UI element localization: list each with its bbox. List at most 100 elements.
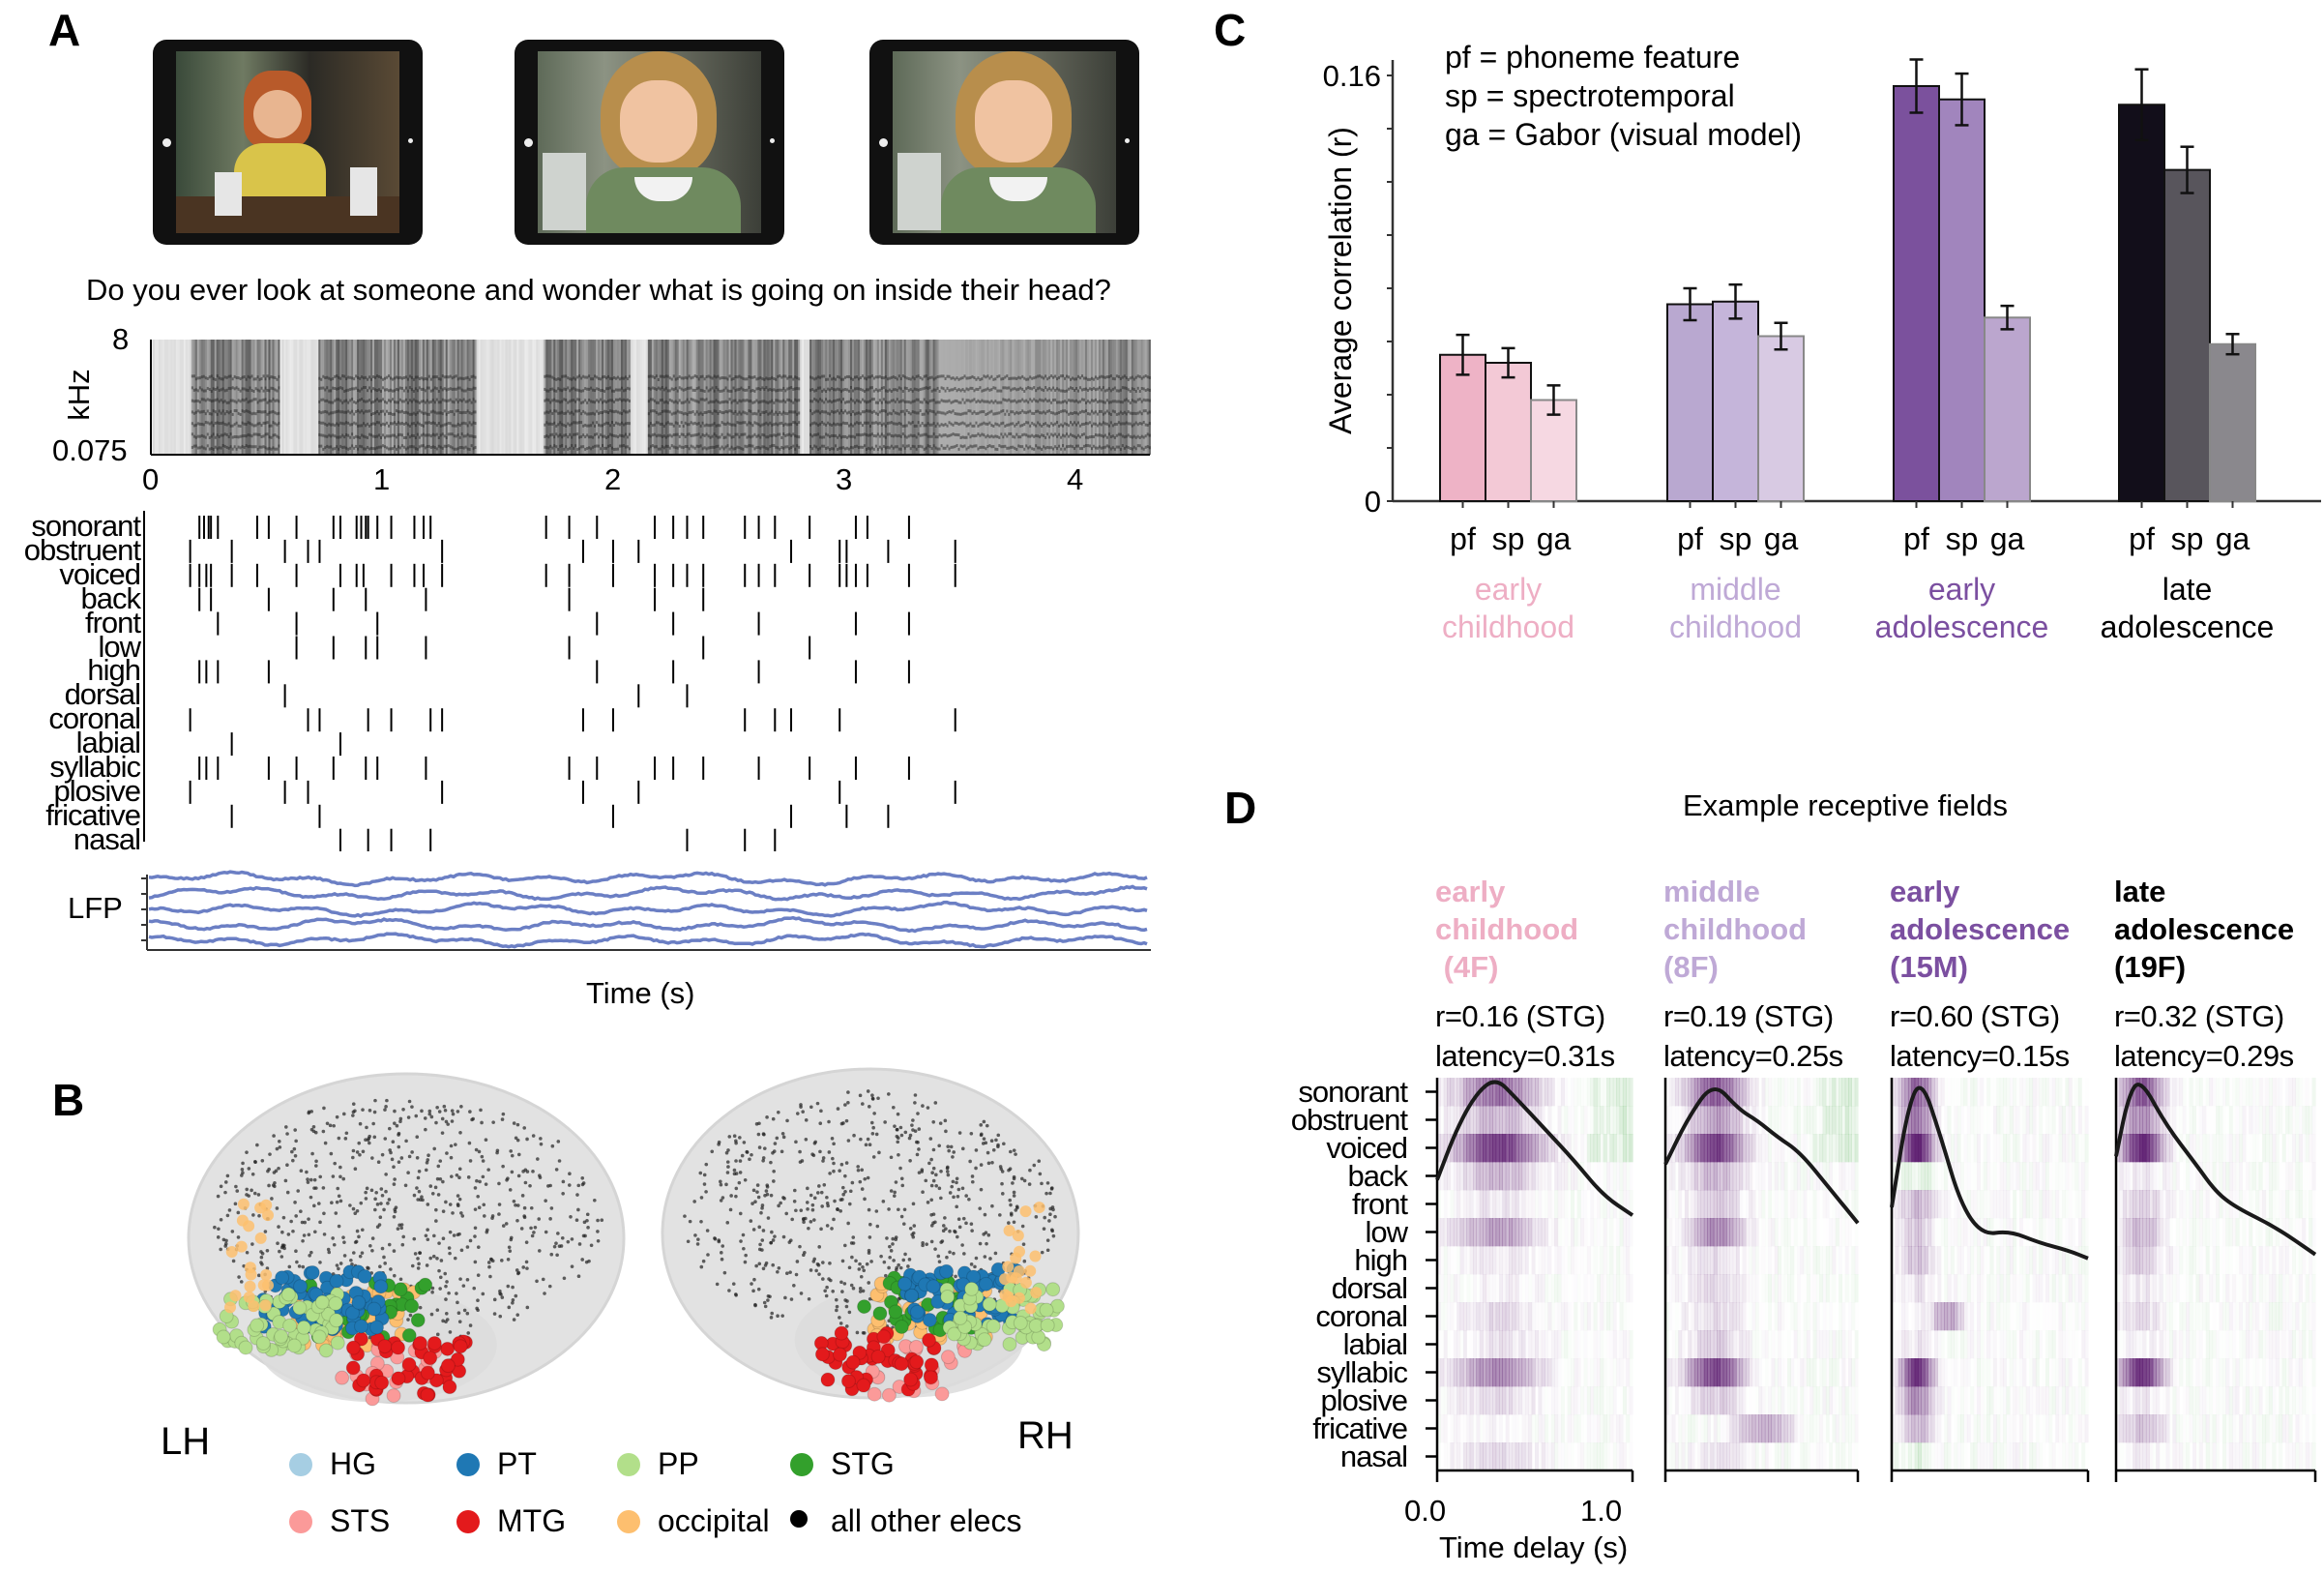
spectrogram-harmonic [779,422,781,426]
spectrogram-column [800,340,803,455]
electrode-other [449,1155,454,1160]
electrode-other [570,1237,574,1241]
electrode-other [406,1318,410,1322]
spectrogram-harmonic [748,444,750,448]
electrode-other [360,1228,365,1232]
spectrogram-harmonic [1109,435,1113,439]
spectrogram-harmonic [404,421,408,425]
electrode-other [373,1197,377,1202]
spectrogram-column [950,340,953,455]
spectrogram-column [1146,340,1149,455]
spectrogram-harmonic [992,377,995,381]
spectrogram-harmonic [613,434,616,438]
spectrogram-harmonic [609,399,612,402]
spectrogram-harmonic [559,444,562,448]
electrode-other [277,1166,280,1171]
spectrogram-column [833,340,836,455]
spectrogram-harmonic [260,424,263,428]
spectrogram-harmonic [422,432,426,436]
spectrogram-harmonic [664,374,667,378]
spectrogram-harmonic [1041,388,1044,392]
electrode-other [358,1121,363,1126]
spectrogram-harmonic [867,421,870,425]
spectrogram-harmonic [332,401,335,404]
spectrogram-harmonic [456,422,459,426]
spectrogram-harmonic [565,445,568,449]
electrode-other [279,1255,284,1259]
spectrogram-harmonic [602,434,604,438]
spectrogram-harmonic [840,446,843,450]
spectrogram-harmonic [357,447,360,451]
spectrogram-harmonic [759,412,762,416]
spectrogram-column [1066,340,1069,455]
spectrogram-harmonic [424,421,427,425]
spectrogram-harmonic [338,423,340,427]
electrode-other [403,1183,408,1188]
spectrogram-harmonic [861,388,865,392]
spectrogram-harmonic [1080,409,1084,413]
spectrogram-harmonic [218,376,221,380]
spectrogram-column [559,340,562,455]
electrode-other [799,1208,804,1212]
electrode-other [459,1104,463,1109]
spectrogram-harmonic [690,376,692,380]
spectrogram-harmonic [699,388,702,392]
spectrogram-column [742,340,745,455]
electrode-other [1000,1181,1004,1186]
spectrogram-harmonic [357,409,360,413]
electrode-other [245,1150,249,1154]
spectrogram-harmonic [742,399,745,402]
spectrogram-harmonic [833,410,836,414]
electrode-other [391,1140,396,1144]
spectrogram-harmonic [355,374,358,378]
spectrogram-harmonic [611,446,614,450]
electrode-other [392,1165,396,1169]
spectrogram-harmonic [553,409,556,413]
electrode-other [509,1235,514,1240]
spectrogram-harmonic [433,410,436,414]
electrode-other [251,1213,255,1217]
spectrogram-column [343,340,346,455]
spectrogram-harmonic [200,375,203,379]
spectrogram-harmonic [1008,376,1011,380]
spectrogram-column [645,340,649,455]
spectrogram-harmonic [903,400,906,403]
spectrogram-harmonic [468,434,471,438]
electrode-other [576,1274,581,1279]
spectrogram-harmonic [1021,409,1024,413]
spectrogram-harmonic [324,376,327,380]
spectrogram-harmonic [1066,423,1069,427]
spectrogram-harmonic [408,386,412,390]
spectrogram-harmonic [262,374,265,378]
spectrogram-harmonic [894,411,897,415]
electrode-other [393,1207,397,1212]
spectrogram-harmonic [569,446,572,450]
electrode-other [724,1182,728,1187]
spectrogram-harmonic [210,389,213,393]
spectrogram-harmonic [911,421,914,425]
spectrogram-harmonic [821,444,824,448]
spectrogram-harmonic [256,409,259,413]
electrode-other [512,1318,516,1322]
spectrogram-harmonic [565,433,568,437]
movie-frame-1 [153,40,423,245]
electrode-other [888,1244,892,1249]
spectrogram-harmonic [990,374,993,378]
spectrogram-harmonic [614,376,618,380]
spectrogram-harmonic [746,435,749,439]
spectrogram-harmonic [345,377,348,381]
spectrogram-harmonic [393,421,397,425]
spectrogram-harmonic [990,400,993,403]
spectrogram-harmonic [468,411,471,415]
spectrogram-column [711,340,714,455]
spectrogram-harmonic [252,424,255,428]
spectrogram-harmonic [847,374,851,378]
spectrogram-harmonic [861,398,865,401]
spectrogram-harmonic [746,423,749,427]
electrode-other [224,1238,228,1243]
spectrogram-harmonic [466,432,469,436]
spectrogram-harmonic [400,409,404,413]
spectrogram-column [845,340,849,455]
spectrogram-harmonic [744,399,747,402]
spectrogram-harmonic [202,398,205,401]
